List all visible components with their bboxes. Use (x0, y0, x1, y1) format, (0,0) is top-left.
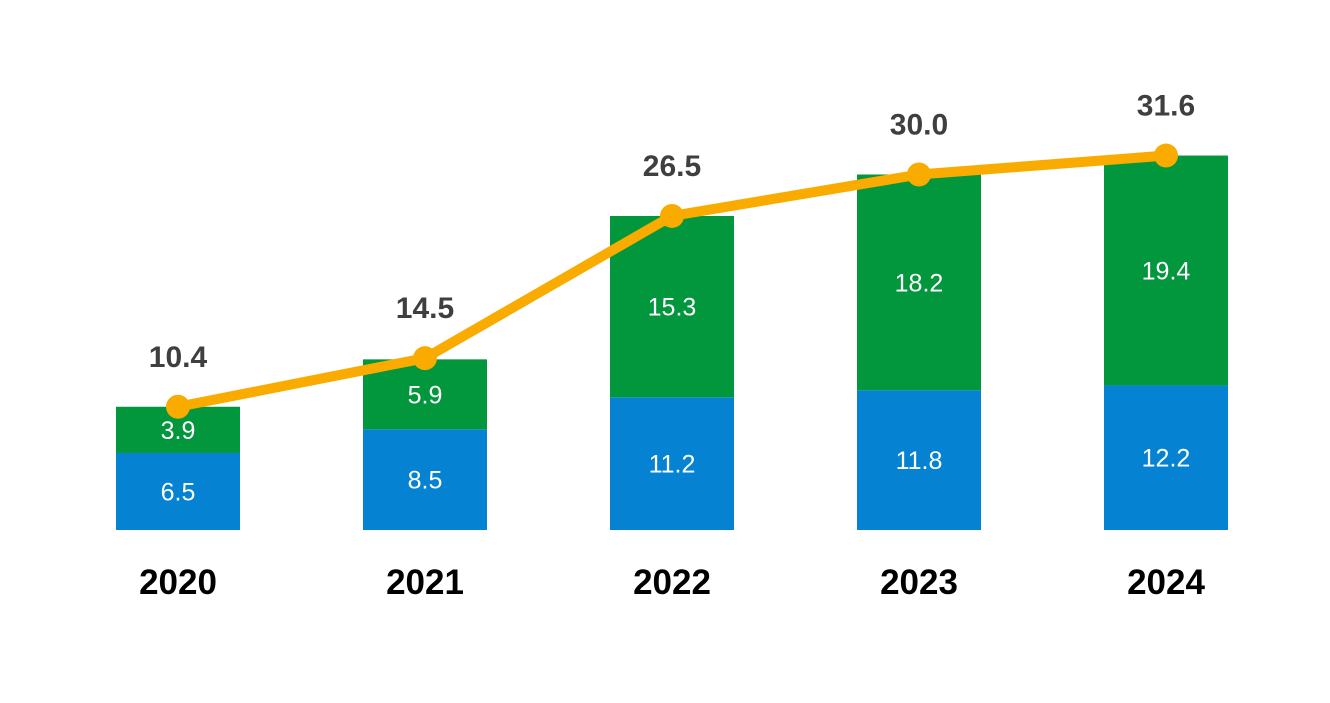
segment-value-label: 6.5 (161, 478, 196, 506)
total-value-label: 10.4 (149, 341, 208, 374)
bar-segment-lower-2022 (610, 397, 734, 530)
segment-value-label: 11.8 (896, 447, 943, 475)
total-value-label: 26.5 (643, 150, 701, 183)
x-tick-label: 2020 (139, 563, 217, 602)
total-point-2020 (166, 394, 190, 419)
total-line-layer (166, 143, 1178, 419)
segment-value-label: 15.3 (648, 294, 697, 322)
total-value-label: 14.5 (396, 292, 454, 325)
total-value-label: 30.0 (890, 109, 948, 142)
total-point-2024 (1154, 143, 1178, 168)
segment-value-label: 12.2 (1142, 445, 1191, 473)
segment-value-label: 18.2 (895, 269, 944, 297)
segment-value-label: 19.4 (1142, 257, 1191, 285)
segment-value-label: 8.5 (408, 467, 443, 495)
segment-value-label: 5.9 (408, 381, 443, 409)
bar-segment-upper-2022 (610, 215, 734, 398)
total-point-2021 (413, 346, 437, 371)
bar-segment-upper-2023 (857, 174, 981, 391)
x-tick-label: 2023 (880, 563, 958, 602)
total-point-2023 (907, 162, 931, 187)
x-tick-label: 2024 (1127, 563, 1205, 602)
bars-layer (116, 155, 1228, 530)
bar-segment-lower-2024 (1104, 385, 1228, 530)
bar-segment-upper-2024 (1104, 155, 1228, 386)
bar-segment-lower-2020 (116, 452, 240, 530)
x-tick-label: 2022 (633, 563, 711, 602)
total-value-label: 31.6 (1137, 90, 1195, 123)
segment-value-label: 11.2 (649, 451, 696, 479)
total-point-2022 (660, 203, 684, 228)
labels-layer: 6.5 3.9 2020 10.4 8.5 5.9 2021 14.5 11.2 15.3 2022… (139, 90, 1205, 602)
x-tick-label: 2021 (386, 563, 464, 602)
segment-value-label: 3.9 (161, 417, 196, 445)
bar-segment-lower-2021 (363, 429, 487, 530)
bar-segment-lower-2023 (857, 390, 981, 530)
